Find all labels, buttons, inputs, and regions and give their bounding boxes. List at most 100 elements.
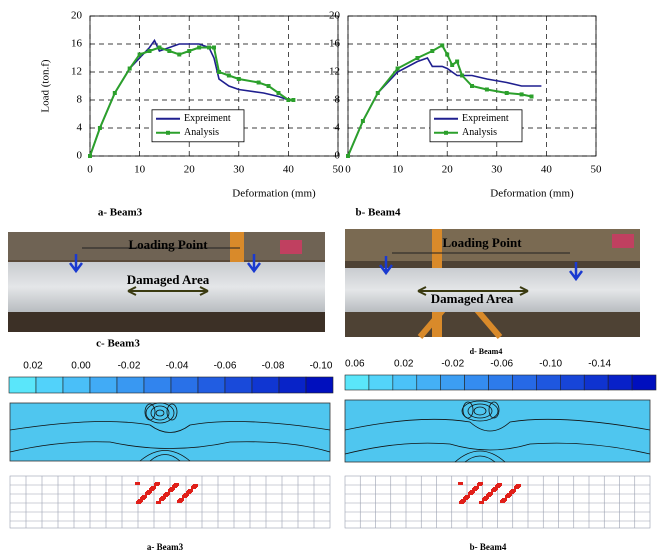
- y-tick-label: 4: [335, 122, 341, 134]
- x-tick-label: 40: [283, 164, 295, 176]
- colorbar-label: -0.06: [490, 359, 513, 370]
- x-tick-label: 30: [491, 164, 503, 176]
- damage-spot: [151, 486, 156, 489]
- y-tick-label: 4: [77, 122, 83, 134]
- colorbar-label: -0.08: [262, 361, 285, 372]
- y-tick-label: 16: [71, 38, 83, 50]
- damage-spot: [511, 489, 516, 492]
- point: [157, 45, 162, 50]
- point: [137, 52, 142, 57]
- damage-spot: [155, 482, 160, 485]
- photo-beam3: [8, 232, 325, 332]
- mesh-caption: b- Beam4: [470, 542, 507, 552]
- plot-frame: [89, 15, 339, 157]
- point: [187, 49, 192, 53]
- point: [236, 77, 241, 81]
- damage-spot: [479, 501, 484, 504]
- x-axis-label: Deformation (mm): [490, 188, 574, 200]
- legend-label: Expreiment: [462, 113, 509, 124]
- photo-caption: d- Beam4: [470, 347, 503, 356]
- photo-caption: c- Beam3: [96, 338, 140, 350]
- colorbar-label: -0.10: [539, 359, 562, 370]
- colorbar-cell: [583, 374, 609, 391]
- damage-spot: [135, 482, 140, 485]
- point: [291, 98, 296, 102]
- contour-beam4: [344, 399, 651, 463]
- damage-mesh: [9, 475, 651, 529]
- x-tick-label: 0: [345, 164, 351, 176]
- colorbar-cell: [8, 376, 37, 394]
- colorbar-cell: [560, 374, 585, 391]
- y-tick-label: 0: [77, 150, 83, 162]
- damage-spot: [470, 490, 475, 493]
- legend-box: [151, 109, 245, 143]
- y-tick-label: 20: [71, 10, 83, 22]
- point: [430, 49, 435, 53]
- point: [484, 87, 489, 92]
- colorbar-cell: [631, 374, 657, 391]
- damage-spot: [156, 501, 161, 504]
- point: [112, 91, 117, 95]
- legend-box: [429, 109, 523, 143]
- colorbar-cell: [224, 376, 253, 394]
- y-tick-label: 0: [335, 150, 341, 162]
- colorbar-cell: [278, 376, 307, 394]
- colorbar-label: 0.06: [345, 359, 365, 370]
- colorbar-cell: [416, 374, 441, 391]
- damage-spot: [161, 496, 166, 499]
- point: [88, 154, 92, 158]
- photo-label: Damaged Area: [127, 272, 210, 287]
- point: [97, 126, 102, 130]
- damage-spot: [142, 495, 147, 498]
- x-tick-label: 50: [333, 164, 345, 176]
- colorbar-cell: [62, 376, 91, 394]
- damage-spot: [497, 483, 502, 486]
- colorbar-label: -0.02: [441, 359, 464, 370]
- x-tick-label: 50: [591, 164, 603, 176]
- y-tick-label: 16: [329, 38, 341, 50]
- colorbar-label: 0.02: [394, 359, 414, 370]
- point: [395, 66, 400, 71]
- colorbar-cell: [305, 376, 334, 394]
- point: [375, 91, 380, 95]
- colorbar-cell: [89, 376, 118, 394]
- point: [504, 91, 509, 95]
- point: [286, 98, 291, 102]
- plot-frame: [347, 15, 597, 157]
- colorbar-label: -0.10: [310, 361, 333, 372]
- damage-spot: [474, 486, 479, 489]
- x-tick-label: 30: [233, 164, 245, 176]
- legend-label: Analysis: [462, 127, 497, 138]
- colorbar-cell: [197, 376, 226, 394]
- x-axis-label: Deformation (mm): [232, 188, 316, 200]
- x-tick-label: 20: [442, 164, 454, 176]
- damage-spot: [179, 498, 184, 501]
- y-axis-label: Load (ton.f): [40, 59, 52, 112]
- point: [360, 119, 365, 123]
- photo-label: Loading Point: [128, 237, 208, 252]
- point: [127, 66, 132, 71]
- point: [147, 49, 152, 53]
- x-tick-label: 40: [541, 164, 553, 176]
- point: [450, 63, 455, 67]
- point: [197, 45, 202, 50]
- colorbar-label: -0.02: [118, 361, 141, 372]
- legend-label: Expreiment: [184, 113, 231, 124]
- colorbar-cell: [512, 374, 537, 391]
- colorbar-label: -0.06: [214, 361, 237, 372]
- colorbar-cell: [488, 374, 513, 391]
- colorbar-cell: [170, 376, 199, 394]
- damage-spot: [138, 499, 143, 502]
- damage-spot: [184, 493, 189, 496]
- colorbar-cell: [251, 376, 280, 394]
- colorbar-cell: [368, 374, 394, 391]
- colorbar-cell: [116, 376, 145, 394]
- legend-marker: [444, 130, 448, 135]
- photo-label: Damaged Area: [431, 291, 514, 306]
- legend-marker: [166, 130, 170, 135]
- colorbar-label: 0.02: [23, 361, 43, 372]
- damage-spot: [516, 484, 521, 487]
- y-tick-label: 8: [335, 94, 341, 106]
